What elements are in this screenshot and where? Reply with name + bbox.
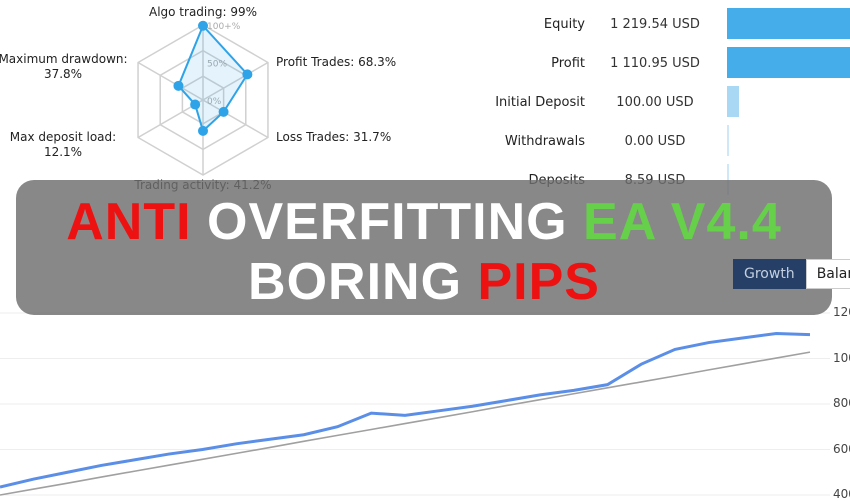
stat-bar bbox=[727, 8, 850, 39]
radar-axis-label: Maximum drawdown: 37.8% bbox=[0, 52, 128, 81]
stat-value: 1 110.95 USD bbox=[610, 56, 700, 71]
radar-ring-label: 100+% bbox=[207, 22, 241, 32]
radar-spoke bbox=[202, 61, 269, 101]
stat-name: Profit bbox=[551, 56, 585, 71]
stat-bar bbox=[727, 47, 850, 78]
radar-ring-label: 0% bbox=[207, 97, 222, 107]
stat-row: Profit 1 110.95 USD bbox=[480, 47, 850, 96]
y-tick-label: 800 bbox=[833, 396, 850, 410]
y-tick-label: 1000 bbox=[833, 350, 850, 365]
radar-chart: 100+% 50% 0% bbox=[137, 20, 269, 176]
radar-point bbox=[198, 125, 208, 136]
stat-row: Withdrawals 0.00 USD bbox=[480, 125, 850, 174]
y-tick-label: 600 bbox=[833, 441, 850, 456]
radar-point bbox=[173, 80, 184, 91]
chart-tabs: Growth Balance bbox=[733, 259, 850, 289]
radar-point bbox=[198, 20, 208, 31]
stat-row: Equity 1 219.54 USD bbox=[480, 8, 850, 57]
stat-value: 0.00 USD bbox=[624, 134, 686, 149]
radar-ring-label: 50% bbox=[207, 60, 227, 70]
radar-point bbox=[218, 106, 229, 117]
stat-bar bbox=[727, 125, 729, 156]
title-banner: ANTI OVERFITTING EA V4.4 BORING PIPS bbox=[16, 180, 832, 315]
banner-word-overfitting: OVERFITTING bbox=[207, 193, 584, 251]
y-tick-label: 400 bbox=[833, 487, 850, 501]
radar-axis-label: Algo trading: 99% bbox=[148, 5, 257, 19]
radar-spoke bbox=[137, 61, 204, 101]
growth-line bbox=[0, 331, 811, 489]
stat-value: 1 219.54 USD bbox=[610, 17, 700, 32]
banner-word-ea-version: EA V4.4 bbox=[583, 193, 782, 251]
stat-value: 100.00 USD bbox=[616, 95, 694, 110]
banner-word-pips: PIPS bbox=[477, 253, 600, 311]
stat-name: Initial Deposit bbox=[495, 95, 585, 110]
tab-balance[interactable]: Balance bbox=[805, 259, 850, 289]
banner-line-2: BORING PIPS bbox=[16, 256, 832, 308]
stat-name: Equity bbox=[543, 17, 585, 32]
radar-axis-label: Profit Trades: 68.3% bbox=[276, 55, 397, 69]
stat-row: Initial Deposit 100.00 USD bbox=[480, 86, 850, 135]
tab-growth[interactable]: Growth bbox=[733, 259, 806, 289]
radar-spoke bbox=[202, 99, 269, 139]
radar-point bbox=[190, 99, 201, 110]
stat-name: Withdrawals bbox=[504, 134, 585, 149]
banner-word-anti: ANTI bbox=[66, 193, 208, 251]
y-tick-label: 1200 bbox=[833, 305, 850, 319]
radar-axis-label: Max deposit load: 12.1% bbox=[9, 130, 117, 159]
radar-point bbox=[242, 69, 253, 80]
stat-bar bbox=[727, 86, 739, 117]
growth-chart bbox=[0, 312, 830, 496]
banner-line-1: ANTI OVERFITTING EA V4.4 bbox=[16, 196, 832, 248]
trend-line bbox=[0, 351, 811, 496]
radar-axis-label: Loss Trades: 31.7% bbox=[276, 130, 392, 144]
banner-word-boring: BORING bbox=[248, 253, 478, 311]
stat-bar bbox=[727, 164, 729, 195]
